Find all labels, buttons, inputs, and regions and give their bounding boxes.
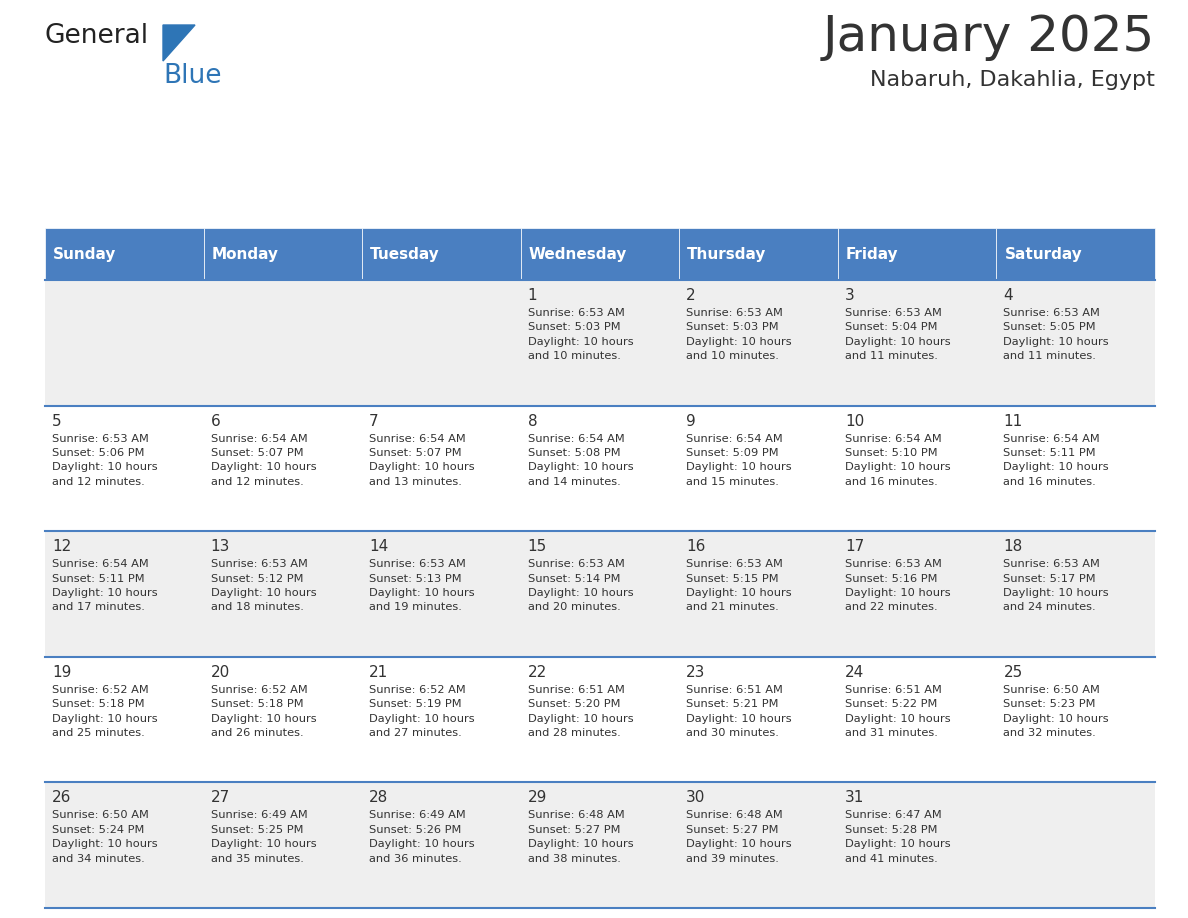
Text: Sunrise: 6:53 AM
Sunset: 5:04 PM
Daylight: 10 hours
and 11 minutes.: Sunrise: 6:53 AM Sunset: 5:04 PM Dayligh… xyxy=(845,308,950,361)
Bar xyxy=(45,280,1155,406)
Bar xyxy=(362,228,520,280)
Text: Sunrise: 6:54 AM
Sunset: 5:08 PM
Daylight: 10 hours
and 14 minutes.: Sunrise: 6:54 AM Sunset: 5:08 PM Dayligh… xyxy=(527,433,633,487)
Text: Blue: Blue xyxy=(163,63,221,89)
Text: 26: 26 xyxy=(52,790,71,805)
Bar xyxy=(45,406,1155,532)
Bar xyxy=(997,228,1155,280)
Text: Sunrise: 6:54 AM
Sunset: 5:10 PM
Daylight: 10 hours
and 16 minutes.: Sunrise: 6:54 AM Sunset: 5:10 PM Dayligh… xyxy=(845,433,950,487)
Text: 11: 11 xyxy=(1004,414,1023,429)
Text: 13: 13 xyxy=(210,539,230,554)
Polygon shape xyxy=(163,25,195,61)
Text: Sunrise: 6:52 AM
Sunset: 5:18 PM
Daylight: 10 hours
and 25 minutes.: Sunrise: 6:52 AM Sunset: 5:18 PM Dayligh… xyxy=(52,685,158,738)
Text: Wednesday: Wednesday xyxy=(529,247,627,262)
Text: Sunrise: 6:51 AM
Sunset: 5:20 PM
Daylight: 10 hours
and 28 minutes.: Sunrise: 6:51 AM Sunset: 5:20 PM Dayligh… xyxy=(527,685,633,738)
Bar xyxy=(45,228,203,280)
Text: 29: 29 xyxy=(527,790,548,805)
Text: Monday: Monday xyxy=(211,247,278,262)
Bar xyxy=(203,228,362,280)
Text: 31: 31 xyxy=(845,790,864,805)
Text: Sunrise: 6:52 AM
Sunset: 5:18 PM
Daylight: 10 hours
and 26 minutes.: Sunrise: 6:52 AM Sunset: 5:18 PM Dayligh… xyxy=(210,685,316,738)
Text: 8: 8 xyxy=(527,414,537,429)
Text: Sunday: Sunday xyxy=(53,247,116,262)
Text: Sunrise: 6:47 AM
Sunset: 5:28 PM
Daylight: 10 hours
and 41 minutes.: Sunrise: 6:47 AM Sunset: 5:28 PM Dayligh… xyxy=(845,811,950,864)
Text: Sunrise: 6:53 AM
Sunset: 5:03 PM
Daylight: 10 hours
and 10 minutes.: Sunrise: 6:53 AM Sunset: 5:03 PM Dayligh… xyxy=(527,308,633,361)
Text: 1: 1 xyxy=(527,288,537,303)
Text: Sunrise: 6:54 AM
Sunset: 5:11 PM
Daylight: 10 hours
and 16 minutes.: Sunrise: 6:54 AM Sunset: 5:11 PM Dayligh… xyxy=(1004,433,1110,487)
Bar xyxy=(680,228,838,280)
Text: Sunrise: 6:53 AM
Sunset: 5:06 PM
Daylight: 10 hours
and 12 minutes.: Sunrise: 6:53 AM Sunset: 5:06 PM Dayligh… xyxy=(52,433,158,487)
Text: Sunrise: 6:53 AM
Sunset: 5:15 PM
Daylight: 10 hours
and 21 minutes.: Sunrise: 6:53 AM Sunset: 5:15 PM Dayligh… xyxy=(687,559,792,612)
Text: 7: 7 xyxy=(369,414,379,429)
Text: Sunrise: 6:49 AM
Sunset: 5:25 PM
Daylight: 10 hours
and 35 minutes.: Sunrise: 6:49 AM Sunset: 5:25 PM Dayligh… xyxy=(210,811,316,864)
Text: Sunrise: 6:53 AM
Sunset: 5:13 PM
Daylight: 10 hours
and 19 minutes.: Sunrise: 6:53 AM Sunset: 5:13 PM Dayligh… xyxy=(369,559,475,612)
Text: 10: 10 xyxy=(845,414,864,429)
Text: 14: 14 xyxy=(369,539,388,554)
Text: 3: 3 xyxy=(845,288,854,303)
Bar xyxy=(45,782,1155,908)
Text: Sunrise: 6:54 AM
Sunset: 5:07 PM
Daylight: 10 hours
and 12 minutes.: Sunrise: 6:54 AM Sunset: 5:07 PM Dayligh… xyxy=(210,433,316,487)
Text: Sunrise: 6:53 AM
Sunset: 5:14 PM
Daylight: 10 hours
and 20 minutes.: Sunrise: 6:53 AM Sunset: 5:14 PM Dayligh… xyxy=(527,559,633,612)
Text: 30: 30 xyxy=(687,790,706,805)
Text: Sunrise: 6:48 AM
Sunset: 5:27 PM
Daylight: 10 hours
and 38 minutes.: Sunrise: 6:48 AM Sunset: 5:27 PM Dayligh… xyxy=(527,811,633,864)
Text: Sunrise: 6:50 AM
Sunset: 5:23 PM
Daylight: 10 hours
and 32 minutes.: Sunrise: 6:50 AM Sunset: 5:23 PM Dayligh… xyxy=(1004,685,1110,738)
Text: 12: 12 xyxy=(52,539,71,554)
Text: Sunrise: 6:52 AM
Sunset: 5:19 PM
Daylight: 10 hours
and 27 minutes.: Sunrise: 6:52 AM Sunset: 5:19 PM Dayligh… xyxy=(369,685,475,738)
Text: General: General xyxy=(45,23,150,49)
Text: Saturday: Saturday xyxy=(1004,247,1082,262)
Text: 21: 21 xyxy=(369,665,388,680)
Text: Nabaruh, Dakahlia, Egypt: Nabaruh, Dakahlia, Egypt xyxy=(870,70,1155,90)
Text: 20: 20 xyxy=(210,665,229,680)
Text: Sunrise: 6:51 AM
Sunset: 5:22 PM
Daylight: 10 hours
and 31 minutes.: Sunrise: 6:51 AM Sunset: 5:22 PM Dayligh… xyxy=(845,685,950,738)
Bar xyxy=(45,532,1155,656)
Text: Tuesday: Tuesday xyxy=(371,247,440,262)
Bar xyxy=(45,656,1155,782)
Text: 25: 25 xyxy=(1004,665,1023,680)
Text: 18: 18 xyxy=(1004,539,1023,554)
Text: January 2025: January 2025 xyxy=(823,13,1155,61)
Text: 16: 16 xyxy=(687,539,706,554)
Text: Sunrise: 6:53 AM
Sunset: 5:17 PM
Daylight: 10 hours
and 24 minutes.: Sunrise: 6:53 AM Sunset: 5:17 PM Dayligh… xyxy=(1004,559,1110,612)
Text: 28: 28 xyxy=(369,790,388,805)
Text: Friday: Friday xyxy=(846,247,898,262)
Text: Sunrise: 6:53 AM
Sunset: 5:05 PM
Daylight: 10 hours
and 11 minutes.: Sunrise: 6:53 AM Sunset: 5:05 PM Dayligh… xyxy=(1004,308,1110,361)
Text: Sunrise: 6:54 AM
Sunset: 5:11 PM
Daylight: 10 hours
and 17 minutes.: Sunrise: 6:54 AM Sunset: 5:11 PM Dayligh… xyxy=(52,559,158,612)
Text: Sunrise: 6:54 AM
Sunset: 5:09 PM
Daylight: 10 hours
and 15 minutes.: Sunrise: 6:54 AM Sunset: 5:09 PM Dayligh… xyxy=(687,433,792,487)
Text: 19: 19 xyxy=(52,665,71,680)
Text: 2: 2 xyxy=(687,288,696,303)
Text: Sunrise: 6:54 AM
Sunset: 5:07 PM
Daylight: 10 hours
and 13 minutes.: Sunrise: 6:54 AM Sunset: 5:07 PM Dayligh… xyxy=(369,433,475,487)
Text: 23: 23 xyxy=(687,665,706,680)
Text: 22: 22 xyxy=(527,665,546,680)
Bar xyxy=(520,228,680,280)
Bar xyxy=(838,228,997,280)
Text: 17: 17 xyxy=(845,539,864,554)
Text: 5: 5 xyxy=(52,414,62,429)
Text: Sunrise: 6:53 AM
Sunset: 5:03 PM
Daylight: 10 hours
and 10 minutes.: Sunrise: 6:53 AM Sunset: 5:03 PM Dayligh… xyxy=(687,308,792,361)
Text: 27: 27 xyxy=(210,790,229,805)
Text: Sunrise: 6:50 AM
Sunset: 5:24 PM
Daylight: 10 hours
and 34 minutes.: Sunrise: 6:50 AM Sunset: 5:24 PM Dayligh… xyxy=(52,811,158,864)
Text: Thursday: Thursday xyxy=(688,247,766,262)
Text: 24: 24 xyxy=(845,665,864,680)
Text: Sunrise: 6:53 AM
Sunset: 5:12 PM
Daylight: 10 hours
and 18 minutes.: Sunrise: 6:53 AM Sunset: 5:12 PM Dayligh… xyxy=(210,559,316,612)
Text: 4: 4 xyxy=(1004,288,1013,303)
Text: Sunrise: 6:53 AM
Sunset: 5:16 PM
Daylight: 10 hours
and 22 minutes.: Sunrise: 6:53 AM Sunset: 5:16 PM Dayligh… xyxy=(845,559,950,612)
Text: 15: 15 xyxy=(527,539,546,554)
Text: Sunrise: 6:49 AM
Sunset: 5:26 PM
Daylight: 10 hours
and 36 minutes.: Sunrise: 6:49 AM Sunset: 5:26 PM Dayligh… xyxy=(369,811,475,864)
Text: Sunrise: 6:48 AM
Sunset: 5:27 PM
Daylight: 10 hours
and 39 minutes.: Sunrise: 6:48 AM Sunset: 5:27 PM Dayligh… xyxy=(687,811,792,864)
Text: 9: 9 xyxy=(687,414,696,429)
Text: Sunrise: 6:51 AM
Sunset: 5:21 PM
Daylight: 10 hours
and 30 minutes.: Sunrise: 6:51 AM Sunset: 5:21 PM Dayligh… xyxy=(687,685,792,738)
Text: 6: 6 xyxy=(210,414,220,429)
